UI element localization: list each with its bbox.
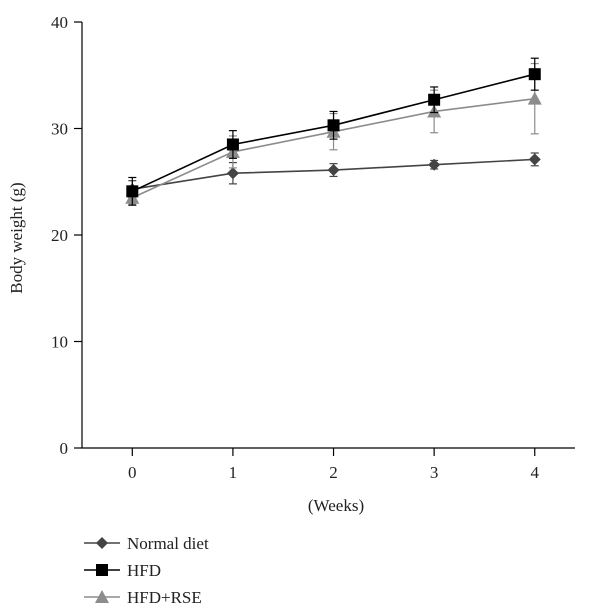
- legend-item: Normal diet: [84, 534, 209, 553]
- legend-label: Normal diet: [127, 534, 209, 553]
- legend-item: HFD: [84, 561, 161, 580]
- legend-item: HFD+RSE: [84, 588, 202, 605]
- data-point: [528, 68, 541, 81]
- data-point: [226, 138, 239, 151]
- y-tick-label: 0: [60, 439, 69, 458]
- series-hfd: [126, 57, 541, 206]
- legend-marker: [96, 537, 108, 549]
- data-point: [527, 91, 542, 105]
- axes: [81, 22, 575, 449]
- data-point: [327, 164, 340, 177]
- data-point: [327, 119, 340, 132]
- legend-marker: [95, 590, 109, 603]
- data-point: [428, 158, 441, 171]
- y-tick-label: 20: [51, 226, 68, 245]
- x-tick-label: 2: [329, 463, 338, 482]
- x-axis-label: (Weeks): [308, 496, 364, 515]
- ticks: 0 10 20 30 40 0 1 2 3 4: [51, 13, 540, 482]
- series-normal-diet: [126, 152, 541, 199]
- legend-label: HFD+RSE: [127, 588, 202, 605]
- legend: Normal diet HFD HFD+RSE: [84, 534, 209, 605]
- y-tick-label: 10: [51, 333, 68, 352]
- data-point: [428, 93, 441, 106]
- x-tick-label: 3: [430, 463, 439, 482]
- y-tick-label: 30: [51, 120, 68, 139]
- y-tick-label: 40: [51, 13, 68, 32]
- y-axis-label: Body weight (g): [7, 182, 26, 293]
- legend-label: HFD: [127, 561, 161, 580]
- data-point: [126, 185, 139, 198]
- data-point: [528, 153, 541, 166]
- data-point: [226, 167, 239, 180]
- x-tick-label: 1: [229, 463, 238, 482]
- x-tick-label: 4: [531, 463, 540, 482]
- legend-marker: [96, 564, 108, 576]
- x-tick-label: 0: [128, 463, 137, 482]
- series-layer: [125, 57, 542, 206]
